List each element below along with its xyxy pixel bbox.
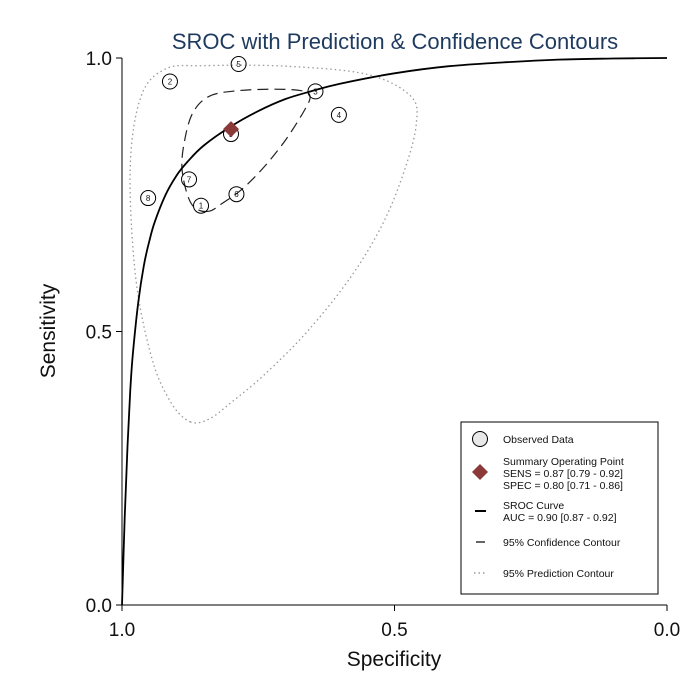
study-circle <box>307 83 324 100</box>
confidence-contour <box>181 88 311 213</box>
summary-operating-point <box>223 121 239 138</box>
legend-summary-spec: SPEC = 0.80 [0.71 - 0.86] <box>503 480 623 492</box>
study-circle <box>230 56 247 73</box>
study-label: 5 <box>236 60 241 69</box>
study-circle <box>193 197 210 214</box>
legend-confidence-label: 95% Confidence Contour <box>503 537 621 549</box>
study-label: 1 <box>199 202 204 211</box>
study-circle <box>330 106 347 123</box>
study-label: 6 <box>234 190 239 199</box>
study-point: 5 <box>230 56 247 73</box>
study-point: 2 <box>161 73 178 90</box>
study-circle <box>140 190 157 207</box>
legend-summary-sens: SENS = 0.87 [0.79 - 0.92] <box>503 468 623 480</box>
study-label: 4 <box>337 111 342 120</box>
study-point: 4 <box>330 106 347 123</box>
legend-sroc-auc: AUC = 0.90 [0.87 - 0.92] <box>503 512 617 524</box>
legend-observed-label: Observed Data <box>503 434 574 446</box>
y-tick-label: 1.0 <box>86 49 112 70</box>
legend: Observed Data Summary Operating Point SE… <box>460 421 659 595</box>
study-circle <box>161 73 178 90</box>
study-label: 8 <box>146 194 151 203</box>
legend-prediction-label: 95% Prediction Contour <box>503 568 614 580</box>
x-tick-label: 1.0 <box>109 620 135 641</box>
study-point: 8 <box>140 190 157 207</box>
study-label: 2 <box>168 78 173 87</box>
legend-sroc-label: SROC Curve <box>503 500 564 512</box>
axis-ticks: 1.0 0.5 0.0 0.0 0.5 1.0 <box>86 49 681 641</box>
sroc-curve <box>121 57 668 606</box>
plot-area: 123456789 <box>121 56 668 606</box>
legend-summary-label: Summary Operating Point <box>503 456 624 468</box>
x-axis-label: Specificity <box>347 648 442 671</box>
legend-summary-symbol <box>472 464 488 480</box>
x-tick-label: 0.0 <box>654 620 680 641</box>
y-axis-label: Sensitivity <box>37 283 60 378</box>
study-circle <box>181 171 198 188</box>
y-tick-label: 0.0 <box>86 596 112 617</box>
observed-data-points: 123456789 <box>140 56 347 214</box>
x-tick-label: 0.5 <box>381 620 407 641</box>
study-point: 6 <box>228 186 245 203</box>
study-circle <box>228 186 245 203</box>
legend-box <box>460 421 659 595</box>
study-label: 3 <box>313 87 318 96</box>
study-point: 7 <box>181 171 198 188</box>
prediction-contour <box>129 64 418 424</box>
y-tick-label: 0.5 <box>86 323 112 344</box>
study-point: 3 <box>307 83 324 100</box>
study-label: 7 <box>187 175 192 184</box>
chart-title: SROC with Prediction & Confidence Contou… <box>172 29 618 54</box>
study-point: 1 <box>193 197 210 214</box>
legend-observed-symbol <box>472 431 488 447</box>
